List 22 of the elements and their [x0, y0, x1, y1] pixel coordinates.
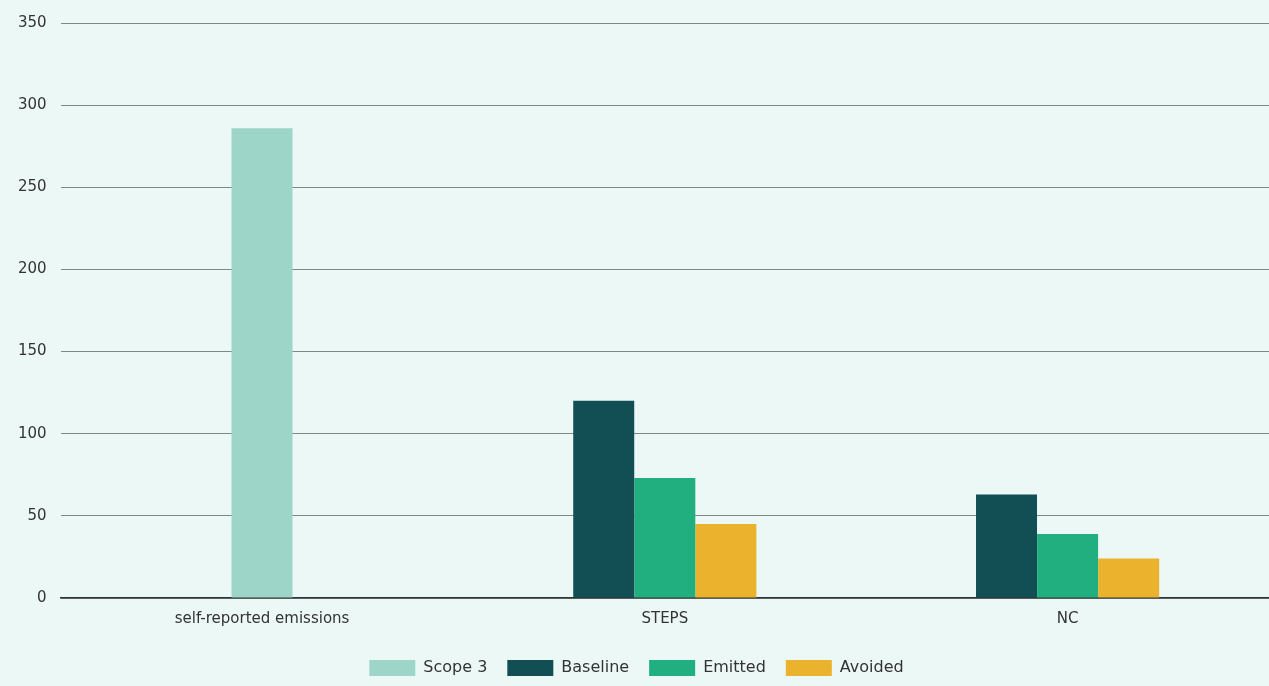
bar — [695, 524, 757, 598]
bar — [1037, 533, 1099, 598]
y-tick-label: 150 — [17, 341, 47, 360]
bar — [634, 478, 696, 598]
legend-label: Scope 3 — [423, 657, 488, 677]
bar — [1098, 558, 1160, 598]
y-tick-label: 200 — [17, 259, 47, 278]
x-tick-label: STEPS — [641, 608, 689, 627]
legend-label: Baseline — [561, 657, 630, 677]
y-tick-label: 250 — [17, 177, 47, 196]
bar — [976, 494, 1038, 598]
y-tick-label: 350 — [17, 12, 47, 31]
legend-label: Emitted — [703, 657, 766, 677]
legend-label: Avoided — [839, 657, 904, 677]
y-tick-label: 50 — [27, 505, 47, 524]
y-tick-label: 0 — [37, 587, 47, 606]
bar — [573, 400, 635, 598]
x-tick-label: self-reported emissions — [174, 608, 350, 627]
y-tick-label: 100 — [17, 423, 47, 442]
x-tick-label: NC — [1056, 608, 1079, 627]
bar — [231, 128, 293, 598]
y-tick-label: 300 — [17, 95, 47, 114]
